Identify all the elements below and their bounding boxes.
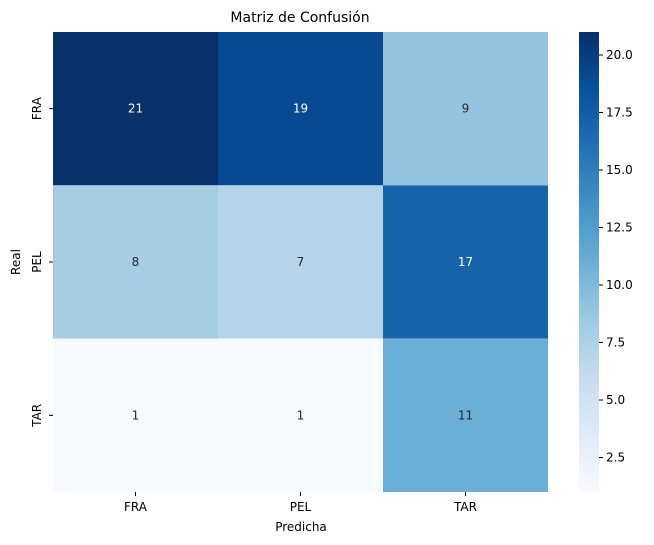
colorbar-tick-label: 10.0 [606,278,633,292]
colorbar-ticks: 2.5 5.0 7.5 10.0 12.5 15.0 17.5 20.0 [599,48,633,465]
y-axis-label: Real [9,249,23,275]
cell-value-label: 17 [458,255,473,269]
heatmap-cell [53,32,218,186]
heatmap-cell [383,185,548,339]
colorbar-tick-label: 20.0 [606,48,633,62]
heatmap-cell [53,185,218,339]
x-axis-label: Predicha [275,520,327,534]
y-tick-label: PEL [30,251,44,273]
colorbar-gradient [579,32,599,492]
heatmap-cells [53,32,548,492]
y-tick-label: FRA [30,96,44,120]
cell-value-label: 1 [132,408,140,422]
y-axis: FRA PEL TAR [30,96,53,428]
heatmap-cell [383,32,548,186]
x-tick-label: FRA [124,500,148,514]
colorbar-tick-label: 12.5 [606,221,633,235]
cell-value-label: 19 [293,102,308,116]
colorbar: 2.5 5.0 7.5 10.0 12.5 15.0 17.5 20.0 [579,32,633,492]
heatmap-cell [53,338,218,492]
colorbar-tick-label: 17.5 [606,106,633,120]
colorbar-tick-label: 15.0 [606,163,633,177]
x-axis: FRA PEL TAR [124,492,477,514]
colorbar-tick-label: 5.0 [606,393,625,407]
cell-value-label: 8 [132,255,140,269]
colorbar-tick-label: 2.5 [606,451,625,465]
chart-title: Matriz de Confusión [230,10,369,26]
y-tick-label: TAR [30,404,44,428]
cell-value-label: 11 [458,408,473,422]
heatmap-cell [218,338,383,492]
heatmap-cell-labels: 21 19 98 7 171 1 11 [128,102,473,423]
heatmap-cell [218,32,383,186]
x-tick-label: TAR [453,500,477,514]
cell-value-label: 21 [128,102,143,116]
x-tick-label: PEL [290,500,312,514]
heatmap-cell [383,338,548,492]
cell-value-label: 9 [462,102,470,116]
heatmap-cell [218,185,383,339]
cell-value-label: 7 [297,255,305,269]
colorbar-tick-label: 7.5 [606,336,625,350]
cell-value-label: 1 [297,408,305,422]
